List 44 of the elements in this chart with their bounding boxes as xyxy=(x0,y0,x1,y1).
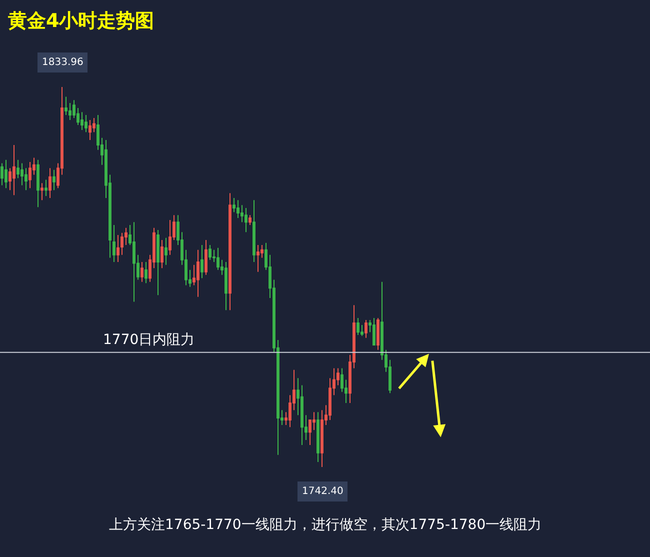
candlestick xyxy=(80,112,84,130)
candlestick xyxy=(116,234,120,262)
candlestick xyxy=(88,120,92,140)
candlestick xyxy=(84,114,88,133)
candlestick xyxy=(244,208,248,233)
candlestick xyxy=(156,230,160,296)
candlestick xyxy=(12,144,16,196)
candlestick xyxy=(144,261,148,284)
candlestick xyxy=(256,244,260,272)
candlestick xyxy=(36,159,40,208)
chart-title: 黄金4小时走势图 xyxy=(7,10,154,32)
candlestick xyxy=(372,317,376,346)
candlestick xyxy=(196,249,200,298)
candlestick xyxy=(0,162,4,186)
candlestick xyxy=(164,237,168,266)
text: 上方关注1765-1770一线阻力，进行做空，其次1775-1780一线阻力 xyxy=(109,517,542,533)
candlestick xyxy=(52,169,56,191)
candlestick xyxy=(376,317,380,350)
candlestick xyxy=(208,244,212,260)
candlestick xyxy=(236,200,240,218)
candlestick xyxy=(228,192,232,311)
annotation: 1833.96 xyxy=(42,57,84,68)
ref-line-label: 1770日内阻力 xyxy=(103,332,195,348)
candlestick xyxy=(28,161,32,189)
candlestick xyxy=(160,239,164,269)
candlestick xyxy=(120,232,124,256)
candlestick xyxy=(48,168,52,199)
candlestick xyxy=(356,317,360,336)
candlestick xyxy=(248,214,252,226)
candlestick xyxy=(364,320,368,338)
candlestick xyxy=(140,261,144,282)
candlestick xyxy=(252,200,256,262)
candlestick xyxy=(64,96,68,116)
candlestick xyxy=(4,159,8,189)
candlestick xyxy=(112,224,116,262)
candlestick xyxy=(204,239,208,276)
candlestick xyxy=(200,244,204,279)
candlestick xyxy=(224,261,228,311)
candlestick xyxy=(132,222,136,302)
candlestick xyxy=(316,412,320,462)
candlestick xyxy=(20,162,24,186)
annotation: 1742.40 xyxy=(302,486,344,497)
candlestick xyxy=(44,179,48,196)
candlestick xyxy=(40,182,44,201)
